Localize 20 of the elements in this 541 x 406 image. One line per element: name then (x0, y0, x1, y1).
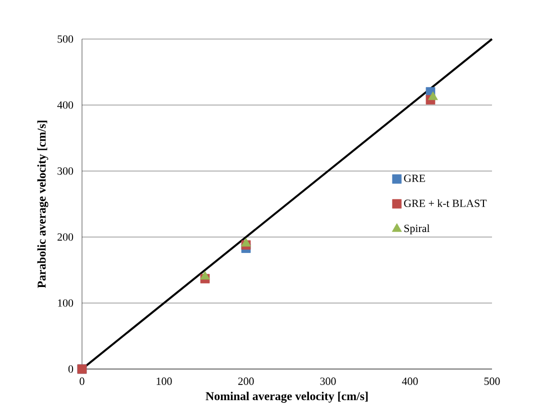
legend-label: GRE + k-t BLAST (404, 199, 487, 208)
x-tick-label: 100 (156, 378, 172, 385)
y-axis-title: Parabolic average velocity [cm/s] (37, 120, 48, 288)
x-tick-label: 500 (484, 378, 500, 385)
x-tick-label: 200 (238, 378, 254, 385)
x-tick-label: 300 (320, 378, 336, 385)
point (241, 238, 251, 247)
x-axis-title: Nominal average velocity [cm/s] (206, 392, 368, 403)
point (428, 91, 438, 100)
y-tick-label: 300 (58, 167, 74, 175)
legend-label: GRE (404, 174, 425, 182)
y-tick-label: 500 (58, 35, 74, 43)
point (200, 270, 210, 280)
y-tick-label: 400 (57, 101, 74, 109)
y-tick-label: 200 (58, 233, 74, 241)
legend-label: Spiral (404, 224, 430, 234)
y-tick-label: 100 (58, 299, 74, 307)
x-tick-label: 400 (402, 378, 418, 385)
x-tick-label: 0 (80, 378, 84, 385)
y-tick-label: 0 (68, 365, 74, 373)
